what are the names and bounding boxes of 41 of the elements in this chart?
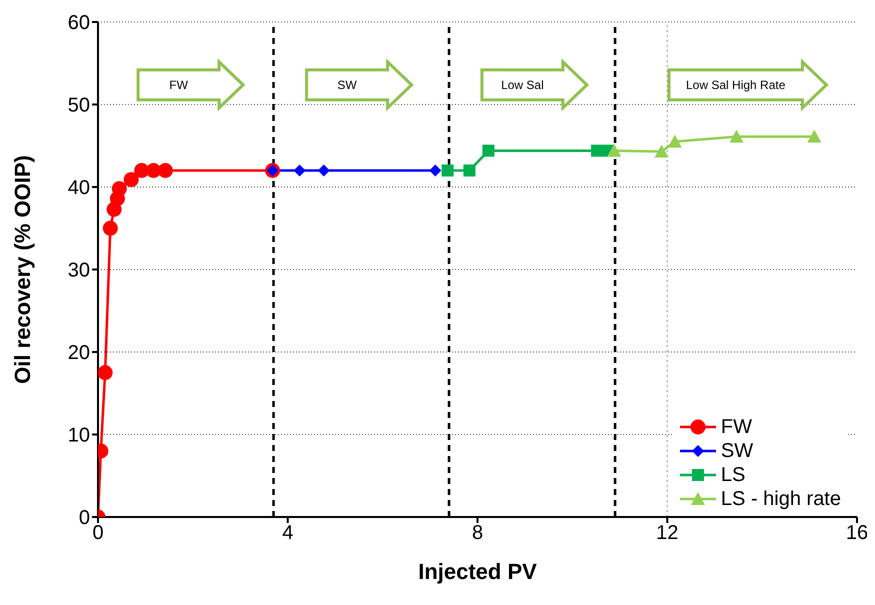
point bbox=[318, 164, 330, 176]
legend-label: LS - high rate bbox=[720, 487, 841, 511]
annotation: Low Sal bbox=[501, 78, 544, 92]
point bbox=[607, 144, 622, 157]
annotation: FW bbox=[169, 78, 189, 92]
x-tick-label: 4 bbox=[282, 522, 294, 544]
legend-label: FW bbox=[720, 415, 752, 439]
point bbox=[730, 130, 744, 143]
y-tick-label: 50 bbox=[68, 94, 90, 117]
point bbox=[463, 164, 476, 176]
point bbox=[112, 181, 127, 196]
point bbox=[146, 163, 161, 178]
point bbox=[654, 144, 669, 158]
annotation: Low Sal High Rate bbox=[686, 78, 786, 92]
y-tick-label: 10 bbox=[68, 424, 90, 447]
point bbox=[429, 164, 442, 176]
x-tick-label: 12 bbox=[656, 522, 678, 544]
legend-label: SW bbox=[720, 439, 754, 463]
y-tick-label: 60 bbox=[68, 12, 90, 34]
x-tick-label: 8 bbox=[472, 522, 484, 544]
y-tick-label: 0 bbox=[78, 507, 90, 530]
y-tick-label: 30 bbox=[68, 260, 90, 282]
point bbox=[294, 164, 306, 176]
point bbox=[482, 144, 494, 157]
y-tick-label: 40 bbox=[68, 177, 90, 200]
x-tick-label: 0 bbox=[92, 522, 104, 544]
y-axis-title: Oil recovery (% OOIP) bbox=[10, 155, 35, 384]
point bbox=[442, 164, 454, 176]
point bbox=[134, 163, 150, 178]
point bbox=[124, 172, 139, 188]
point bbox=[668, 134, 682, 148]
point bbox=[807, 130, 822, 143]
annotation: SW bbox=[337, 78, 358, 92]
point bbox=[102, 220, 118, 236]
y-tick-label: 20 bbox=[68, 342, 90, 364]
point bbox=[158, 163, 173, 178]
legend-label: LS bbox=[720, 463, 746, 487]
point bbox=[98, 365, 113, 380]
x-tick-label: 16 bbox=[846, 522, 868, 544]
point bbox=[591, 144, 604, 157]
x-axis-title: Injected PV bbox=[418, 559, 538, 584]
